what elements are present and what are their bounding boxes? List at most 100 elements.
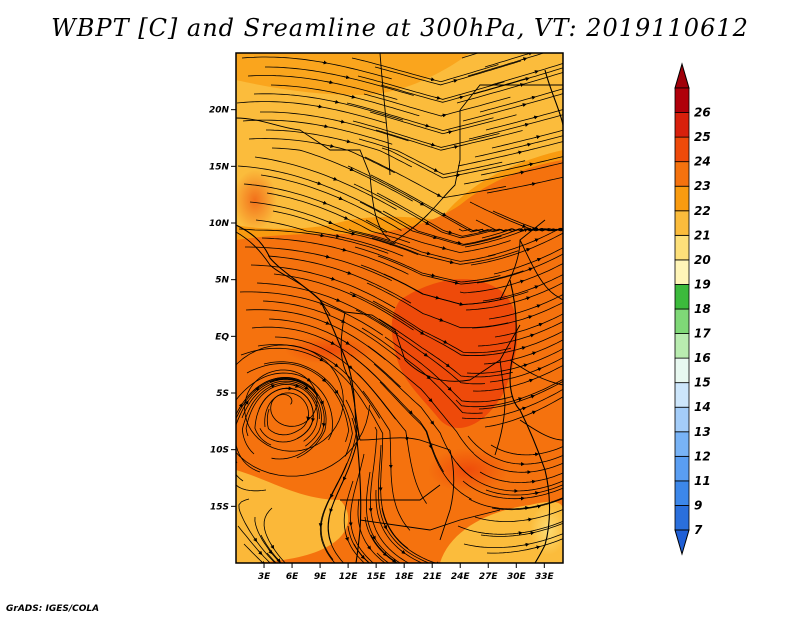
streamline-arrow (327, 80, 334, 85)
colorbar-label: 16 (694, 351, 711, 365)
streamline (241, 56, 392, 80)
streamline (240, 347, 369, 410)
colorbar-segment (674, 161, 690, 187)
colorbar-label: 12 (694, 449, 711, 463)
streamline-arrow (233, 482, 236, 485)
streamline-arrow (339, 119, 346, 124)
y-tick-label: 10S (210, 446, 229, 456)
streamline-arrow (526, 315, 533, 320)
streamline-arrow (303, 385, 309, 390)
x-tick-label: 3E (258, 572, 271, 582)
streamline-arrow (489, 48, 493, 49)
colorbar-segment (674, 136, 690, 163)
streamline (462, 480, 563, 500)
colorbar-label: 25 (694, 130, 711, 144)
streamline (455, 378, 563, 408)
streamline (236, 101, 387, 124)
streamline-arrow (445, 363, 451, 368)
streamline-arrow (318, 233, 325, 238)
streamline (350, 354, 444, 473)
streamline-arrow (334, 389, 339, 395)
streamline-arrow (535, 304, 541, 309)
streamline-arrow (268, 549, 273, 555)
streamline-arrow (321, 200, 328, 205)
cyclone-spiral (236, 344, 370, 477)
colorbar-label: 20 (694, 253, 711, 267)
streamline-arrow (334, 298, 341, 302)
streamline (246, 363, 350, 443)
streamline (249, 201, 396, 245)
streamline-arrow (524, 296, 531, 301)
streamline (487, 228, 563, 257)
streamline-arrow (269, 384, 276, 388)
streamline-arrow (528, 333, 535, 338)
streamline (375, 489, 424, 563)
streamline (381, 147, 526, 179)
streamline-arrow (530, 479, 536, 484)
colorbar-segment (674, 480, 690, 506)
streamline (371, 237, 519, 265)
streamline (365, 219, 511, 254)
streamline (253, 93, 404, 121)
streamline (358, 138, 503, 175)
streamline (263, 361, 353, 457)
streamline-arrow (441, 212, 447, 217)
streamline-arrow (337, 196, 344, 201)
colorbar-label: 15 (694, 376, 711, 390)
streamline-arrow (535, 504, 542, 509)
x-axis: 3E 6E 9E 12E 15E 18E 21E 24E 27E 30E 33E (258, 563, 554, 582)
streamline (378, 444, 431, 563)
streamline (484, 53, 532, 68)
streamline (359, 201, 502, 246)
streamline (456, 462, 563, 492)
streamline (255, 219, 404, 257)
streamline-arrow (533, 70, 539, 74)
y-axis: 20N 15N 10N 5N EQ 5S 10S 15S (209, 106, 236, 512)
streamline-arrow (448, 260, 455, 264)
streamline-arrow (408, 410, 413, 415)
colorbar-label: 7 (694, 523, 703, 537)
streamline-arrow (432, 168, 439, 172)
streamline-arrow (383, 523, 387, 530)
streamline-arrow (429, 77, 436, 82)
streamline-arrow (529, 394, 536, 399)
streamline (480, 522, 563, 537)
streamline-arrow (530, 182, 537, 187)
colorbar-segment (674, 431, 690, 457)
streamline-arrow (278, 565, 281, 568)
streamline-arrow (428, 443, 433, 449)
streamline (378, 318, 513, 378)
x-tick-label: 21E (423, 572, 443, 582)
streamline-arrow (258, 550, 263, 556)
streamline-arrow (534, 545, 541, 550)
streamline-arrow (320, 399, 324, 406)
streamline (463, 533, 563, 548)
colorbar-segment (674, 455, 690, 482)
streamline (460, 330, 563, 357)
colorbar: 7 9 11 12 13 14 15 16 17 18 19 20 21 22 23 24 25 26 (674, 62, 711, 556)
streamline (486, 176, 563, 194)
streamline-arrow (440, 246, 447, 250)
streamline-arrow (523, 122, 530, 127)
streamline (356, 372, 427, 504)
colorbar-segment (674, 210, 690, 236)
streamline (354, 246, 501, 283)
streamline (375, 129, 523, 151)
streamline (241, 380, 322, 447)
streamline-arrow (446, 230, 453, 235)
streamline (357, 498, 386, 563)
streamline (482, 274, 563, 302)
streamline (493, 247, 563, 275)
streamline (376, 552, 390, 563)
streamline-arrow (455, 240, 462, 245)
streamline-arrow (321, 377, 327, 383)
streamline-arrow (537, 322, 543, 327)
streamline-arrow (330, 492, 334, 499)
x-tick-label: 18E (395, 572, 415, 582)
streamline (351, 57, 499, 83)
map-title: WBPT [C] and Sreamline at 300hPa, VT: 20… (51, 14, 749, 42)
streamline (237, 165, 382, 213)
streamline (465, 282, 563, 311)
streamline (370, 534, 399, 563)
streamline-arrow (345, 535, 349, 542)
